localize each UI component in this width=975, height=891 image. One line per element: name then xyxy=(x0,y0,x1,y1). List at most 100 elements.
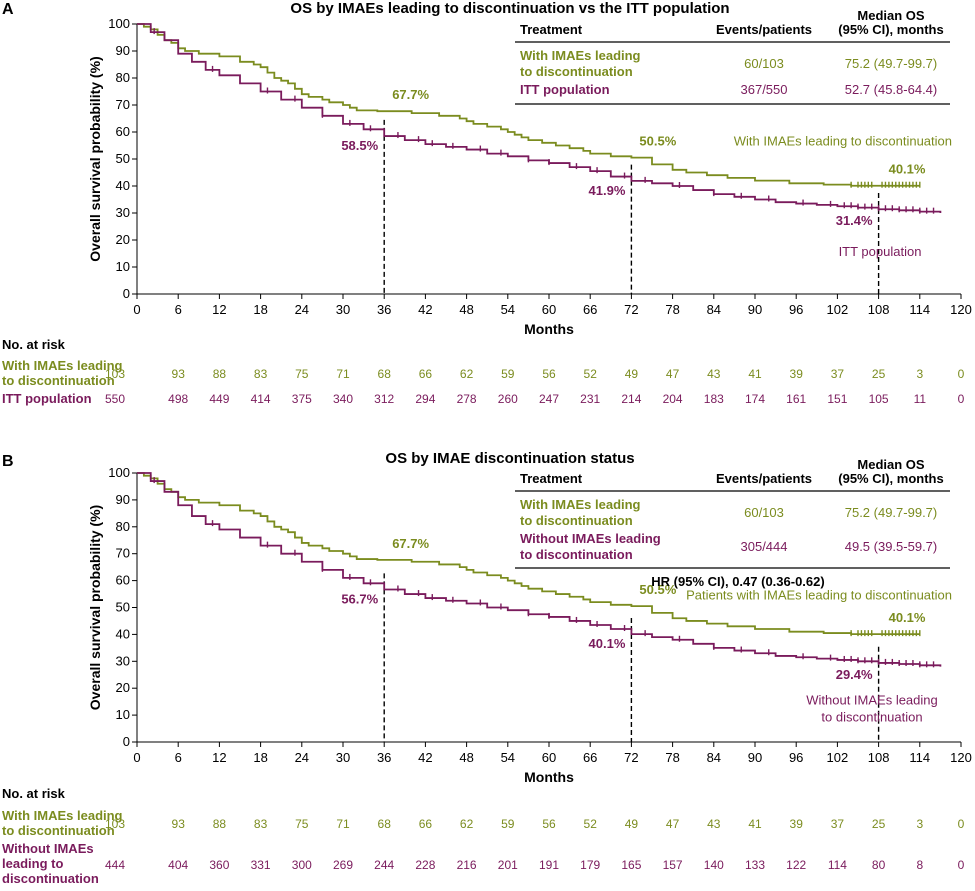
risk-value: 550 xyxy=(105,392,125,406)
y-tick-label: 10 xyxy=(116,259,130,274)
x-tick-label: 84 xyxy=(707,750,721,765)
risk-value: 375 xyxy=(292,392,312,406)
risk-value: 68 xyxy=(378,367,392,381)
annotation-maroon-value: 29.4% xyxy=(836,667,873,682)
y-tick-label: 60 xyxy=(116,124,130,139)
table-row-treatment: ITT population xyxy=(520,82,610,97)
risk-value: 56 xyxy=(542,367,556,381)
risk-value: 49 xyxy=(625,817,639,831)
x-tick-label: 6 xyxy=(175,302,182,317)
x-tick-label: 78 xyxy=(665,302,679,317)
annotation-green-value: 50.5% xyxy=(639,582,676,597)
y-tick-label: 70 xyxy=(116,546,130,561)
table-row-median: 75.2 (49.7-99.7) xyxy=(845,56,938,71)
table-row-events: 60/103 xyxy=(744,505,784,520)
risk-value: 340 xyxy=(333,392,353,406)
risk-row-label: leading to xyxy=(2,856,63,871)
risk-value: 59 xyxy=(501,367,515,381)
risk-value: 41 xyxy=(748,817,762,831)
risk-value: 39 xyxy=(790,367,804,381)
risk-value: 47 xyxy=(666,817,680,831)
risk-value: 312 xyxy=(374,392,394,406)
x-tick-label: 0 xyxy=(133,750,140,765)
x-tick-label: 66 xyxy=(583,302,597,317)
risk-value: 93 xyxy=(172,817,186,831)
curve-label-green: With IMAEs leading to discontinuation xyxy=(734,134,952,149)
risk-value: 43 xyxy=(707,367,721,381)
y-axis-label: Overall survival probability (%) xyxy=(87,56,103,261)
table-header-treatment: Treatment xyxy=(520,22,583,37)
x-tick-label: 66 xyxy=(583,750,597,765)
risk-value: 204 xyxy=(663,392,683,406)
x-tick-label: 30 xyxy=(336,302,350,317)
risk-value: 231 xyxy=(580,392,600,406)
x-tick-label: 6 xyxy=(175,750,182,765)
y-tick-label: 100 xyxy=(108,16,130,31)
y-tick-label: 0 xyxy=(123,286,130,301)
y-axis-label: Overall survival probability (%) xyxy=(87,505,103,710)
table-header-treatment: Treatment xyxy=(520,471,583,486)
table-row-events: 60/103 xyxy=(744,56,784,71)
curve-with-imaes xyxy=(137,472,920,636)
x-tick-label: 18 xyxy=(253,750,267,765)
risk-value: 83 xyxy=(254,367,268,381)
x-tick-label: 90 xyxy=(748,750,762,765)
annotation-maroon-value: 31.4% xyxy=(836,213,873,228)
risk-value: 3 xyxy=(916,367,923,381)
risk-value: 161 xyxy=(786,392,806,406)
risk-value: 0 xyxy=(958,392,965,406)
panel-b: B OS by IMAE discontinuation status010203… xyxy=(2,450,972,886)
risk-value: 68 xyxy=(378,817,392,831)
risk-value: 157 xyxy=(663,858,683,872)
table-header-median-ci: (95% CI), months xyxy=(838,22,943,37)
risk-value: 360 xyxy=(209,858,229,872)
y-tick-label: 40 xyxy=(116,626,130,641)
chart-title: OS by IMAEs leading to discontinuation v… xyxy=(290,0,729,17)
x-tick-label: 36 xyxy=(377,302,391,317)
risk-value: 75 xyxy=(295,817,309,831)
x-tick-label: 72 xyxy=(624,750,638,765)
x-tick-label: 114 xyxy=(909,302,930,317)
risk-value: 71 xyxy=(336,817,350,831)
risk-value: 62 xyxy=(460,817,474,831)
risk-value: 179 xyxy=(580,858,600,872)
y-tick-label: 90 xyxy=(116,492,130,507)
hazard-ratio-text: HR (95% CI), 0.47 (0.36-0.62) xyxy=(651,574,824,589)
x-tick-label: 96 xyxy=(789,302,803,317)
table-row-treatment: to discontinuation xyxy=(520,64,633,79)
x-axis-label: Months xyxy=(524,321,574,337)
risk-value: 247 xyxy=(539,392,559,406)
risk-value: 59 xyxy=(501,817,515,831)
table-row-treatment: to discontinuation xyxy=(520,547,633,562)
x-tick-label: 108 xyxy=(868,750,890,765)
risk-value: 105 xyxy=(869,392,889,406)
risk-row-label: With IMAEs leading xyxy=(2,808,123,823)
risk-value: 191 xyxy=(539,858,559,872)
risk-value: 165 xyxy=(621,858,641,872)
annotation-maroon-value: 41.9% xyxy=(589,183,626,198)
table-row-treatment: With IMAEs leading xyxy=(520,497,641,512)
curve-with-imaes xyxy=(137,23,920,187)
risk-row-label: discontinuation xyxy=(2,871,99,886)
y-tick-label: 20 xyxy=(116,680,130,695)
x-tick-label: 12 xyxy=(212,750,226,765)
x-tick-label: 102 xyxy=(827,302,849,317)
y-tick-label: 50 xyxy=(116,600,130,615)
annotation-green-value: 67.7% xyxy=(392,87,429,102)
y-tick-label: 60 xyxy=(116,573,130,588)
risk-value: 140 xyxy=(704,858,724,872)
risk-value: 39 xyxy=(790,817,804,831)
risk-value: 0 xyxy=(958,858,965,872)
x-tick-label: 108 xyxy=(868,302,890,317)
risk-value: 114 xyxy=(828,858,847,872)
annotation-green-value: 40.1% xyxy=(889,610,926,625)
risk-value: 404 xyxy=(168,858,188,872)
risk-value: 71 xyxy=(336,367,350,381)
x-tick-label: 18 xyxy=(253,302,267,317)
risk-value: 93 xyxy=(172,367,186,381)
y-tick-label: 30 xyxy=(116,205,130,220)
x-tick-label: 60 xyxy=(542,302,556,317)
table-row-events: 367/550 xyxy=(741,82,788,97)
risk-row-label: to discontinuation xyxy=(2,373,115,388)
risk-value: 228 xyxy=(415,858,435,872)
